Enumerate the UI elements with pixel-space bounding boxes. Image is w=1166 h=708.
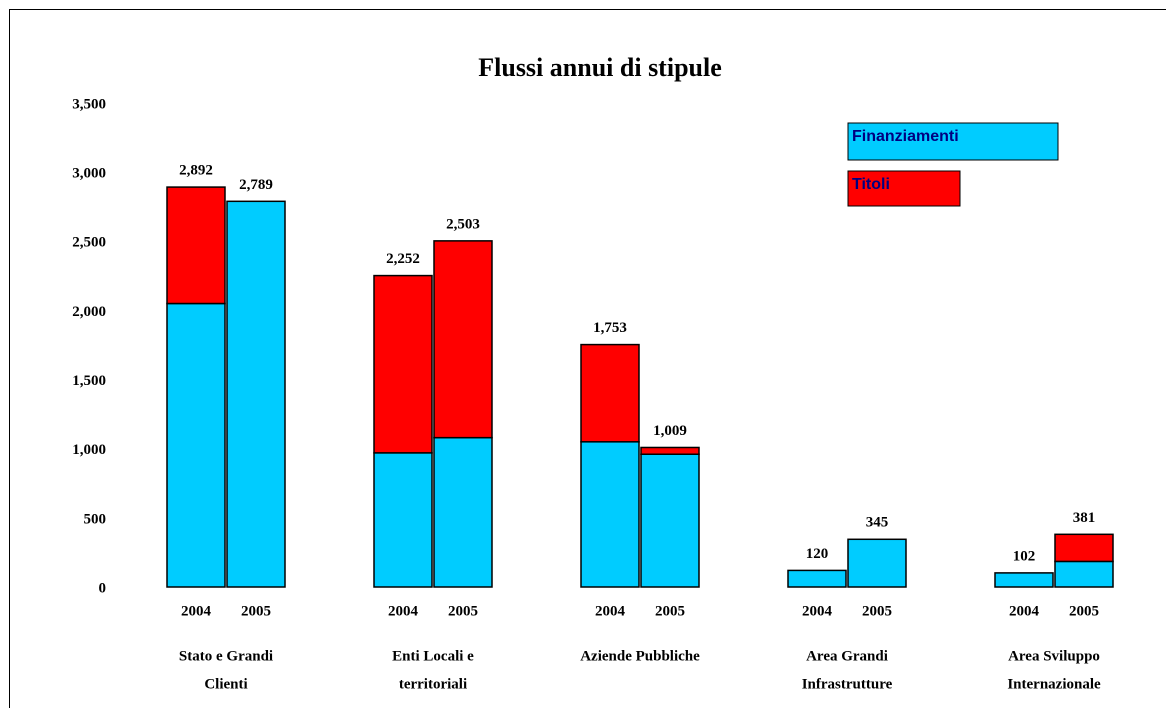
x-tick-label: 2005	[448, 603, 478, 619]
total-label: 2,789	[239, 177, 273, 193]
bar-segment	[847, 538, 907, 588]
y-tick-label: 1,500	[72, 373, 106, 389]
total-label: 2,892	[179, 163, 213, 179]
bar-segment	[166, 302, 226, 588]
bar-segment	[1054, 560, 1114, 588]
y-tick-label: 2,500	[72, 235, 106, 251]
bar-segment	[640, 446, 700, 455]
chart-title: Flussi annui di stipule	[478, 53, 722, 82]
total-label: 345	[866, 515, 889, 531]
x-tick-label: 2005	[862, 603, 892, 619]
legend-box	[847, 170, 961, 207]
group-label: Enti Locali e	[392, 648, 474, 664]
bar-segment	[433, 436, 493, 588]
total-label: 1,753	[593, 320, 627, 336]
bar-segment	[787, 569, 847, 588]
total-label: 102	[1013, 548, 1036, 564]
x-tick-label: 2004	[802, 603, 833, 619]
x-tick-label: 2004	[595, 603, 626, 619]
bar-segment	[226, 200, 286, 588]
group-label: Internazionale	[1007, 676, 1101, 692]
y-tick-label: 500	[84, 511, 107, 527]
total-label: 2,252	[386, 251, 420, 267]
bar-segment	[580, 343, 640, 443]
legend-label: Titoli	[852, 176, 890, 193]
total-label: 381	[1073, 510, 1096, 526]
x-tick-label: 2004	[181, 603, 212, 619]
bar-segment	[373, 274, 433, 454]
group-label: Clienti	[204, 676, 247, 692]
y-tick-label: 0	[99, 580, 107, 596]
bar-segment	[580, 441, 640, 588]
group-label: Stato e Grandi	[179, 648, 273, 664]
x-tick-label: 2005	[1069, 603, 1099, 619]
y-tick-label: 1,000	[72, 442, 106, 458]
legend-label: Finanziamenti	[852, 128, 959, 145]
group-label: Area Grandi	[806, 648, 888, 664]
x-tick-label: 2005	[655, 603, 685, 619]
y-tick-label: 3,500	[72, 96, 106, 112]
x-tick-label: 2005	[241, 603, 271, 619]
bar-segment	[640, 453, 700, 588]
group-label: Area Sviluppo	[1008, 648, 1100, 664]
y-tick-label: 3,000	[72, 166, 106, 182]
group-label: Infrastrutture	[802, 676, 893, 692]
total-label: 1,009	[653, 423, 687, 439]
bar-segment	[994, 572, 1054, 588]
bar-segment	[373, 452, 433, 588]
group-label: Aziende Pubbliche	[580, 648, 700, 664]
total-label: 2,503	[446, 216, 480, 232]
y-tick-label: 2,000	[72, 304, 106, 320]
bar-segment	[166, 186, 226, 305]
x-tick-label: 2004	[1009, 603, 1040, 619]
bar-segment	[1054, 533, 1114, 563]
group-label: territoriali	[399, 676, 467, 692]
legend-box	[847, 122, 1059, 161]
bar-segment	[433, 240, 493, 439]
total-label: 120	[806, 546, 829, 562]
x-tick-label: 2004	[388, 603, 419, 619]
